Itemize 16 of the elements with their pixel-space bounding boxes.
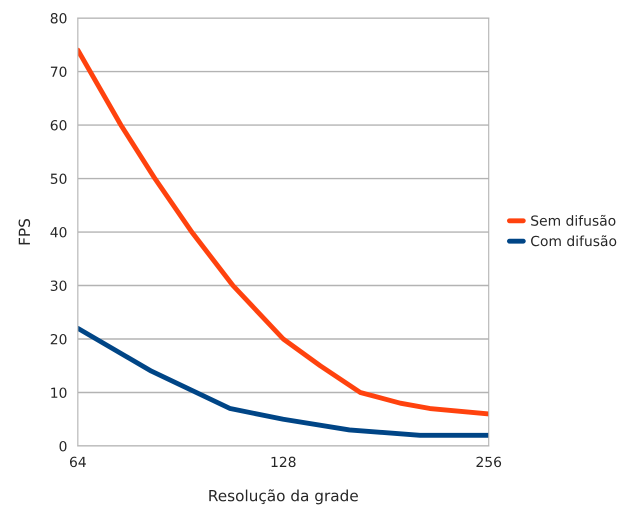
y-axis-title: FPS [18,219,30,244]
y-tick-label: 60 [50,120,66,130]
x-tick-label: 64 [70,456,86,468]
y-tick-label: 50 [50,173,66,184]
y-tick-label: 30 [50,280,66,291]
y-tick-label: 10 [51,387,66,398]
x-tick-label: 256 [476,456,502,468]
y-tick-label: 20 [50,334,66,344]
x-tick-label: 128 [272,456,296,468]
y-tick-label: 70 [50,66,66,77]
y-tick-label: 40 [50,226,66,238]
x-axis-title: Resolução da grade [209,489,358,504]
y-tick-label: 80 [50,12,66,24]
legend-label: Sem difusão [531,214,616,226]
legend-label: Com difusão [531,235,616,246]
y-tick-label: 0 [60,440,66,452]
